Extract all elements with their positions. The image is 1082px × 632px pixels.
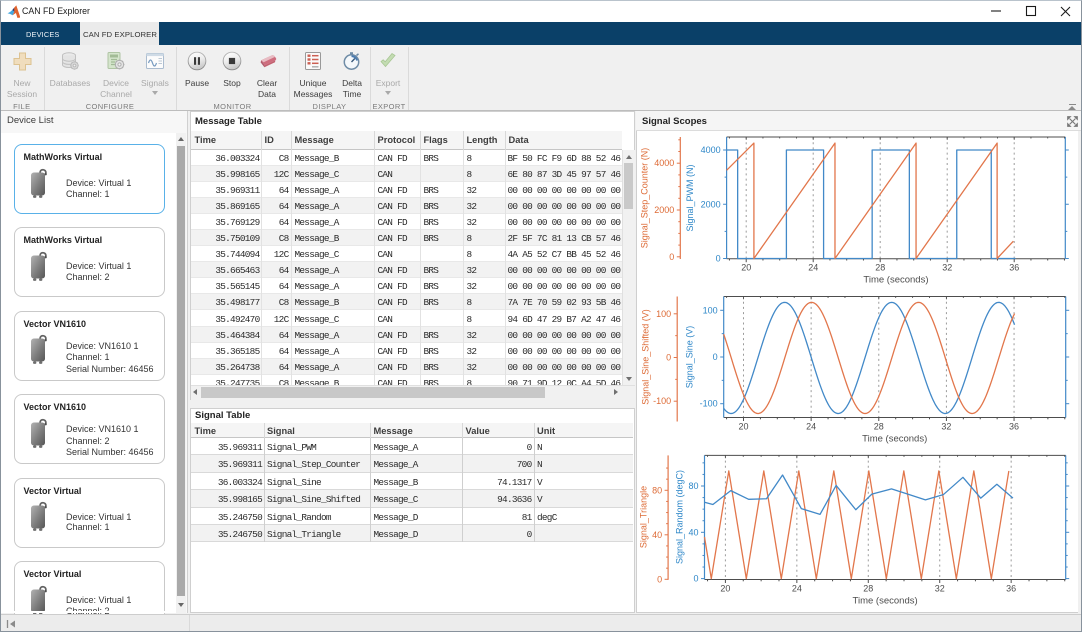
svg-text:Signal_Sine (V): Signal_Sine (V) xyxy=(685,326,695,389)
svg-text:20: 20 xyxy=(720,584,730,594)
svg-text:40: 40 xyxy=(688,527,698,537)
svg-text:4000: 4000 xyxy=(654,158,674,168)
svg-text:24: 24 xyxy=(808,263,818,273)
svg-text:28: 28 xyxy=(875,263,885,273)
svg-text:2000: 2000 xyxy=(654,205,674,215)
svg-text:0: 0 xyxy=(716,254,721,264)
svg-text:28: 28 xyxy=(863,584,873,594)
svg-text:0: 0 xyxy=(669,252,674,262)
svg-text:Signal_Random (degC): Signal_Random (degC) xyxy=(675,470,685,564)
svg-text:40: 40 xyxy=(652,530,662,540)
svg-text:0: 0 xyxy=(666,353,671,363)
svg-text:0: 0 xyxy=(713,352,718,362)
svg-text:-100: -100 xyxy=(653,396,671,406)
svg-text:Signal_PWM (N): Signal_PWM (N) xyxy=(685,164,695,231)
svg-text:100: 100 xyxy=(703,305,718,315)
svg-text:0: 0 xyxy=(693,574,698,584)
svg-text:28: 28 xyxy=(874,422,884,432)
svg-text:0: 0 xyxy=(657,574,662,584)
svg-text:36: 36 xyxy=(1009,263,1019,273)
svg-text:Signal_Step_Counter (N): Signal_Step_Counter (N) xyxy=(640,148,650,249)
svg-text:32: 32 xyxy=(942,263,952,273)
svg-text:Time (seconds): Time (seconds) xyxy=(863,275,928,286)
svg-text:Signal_Triangle: Signal_Triangle xyxy=(638,486,648,548)
svg-text:32: 32 xyxy=(941,422,951,432)
svg-text:36: 36 xyxy=(1009,422,1019,432)
svg-text:20: 20 xyxy=(741,263,751,273)
svg-text:80: 80 xyxy=(652,485,662,495)
svg-text:24: 24 xyxy=(806,422,816,432)
svg-text:80: 80 xyxy=(688,481,698,491)
svg-text:24: 24 xyxy=(792,584,802,594)
svg-text:100: 100 xyxy=(656,309,671,319)
svg-text:20: 20 xyxy=(738,422,748,432)
svg-text:36: 36 xyxy=(1006,584,1016,594)
svg-text:Time (seconds): Time (seconds) xyxy=(853,596,918,607)
svg-text:4000: 4000 xyxy=(701,145,721,155)
svg-text:2000: 2000 xyxy=(701,199,721,209)
svg-text:-100: -100 xyxy=(700,399,718,409)
svg-text:Time (seconds): Time (seconds) xyxy=(862,434,927,445)
svg-text:32: 32 xyxy=(935,584,945,594)
svg-text:Signal_Sine_Shifted (V): Signal_Sine_Shifted (V) xyxy=(640,309,650,405)
